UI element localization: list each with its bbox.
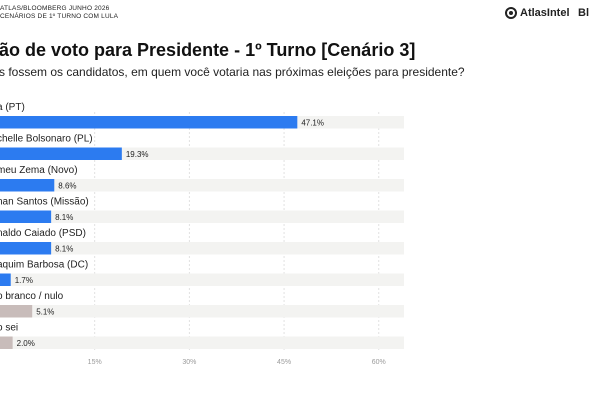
category-label: meu Zema (Novo): [0, 165, 78, 176]
bar-value-label: 47.1%: [301, 118, 324, 127]
bar-value-label: 2.0%: [17, 339, 35, 348]
category-label: chelle Bolsonaro (PL): [0, 134, 93, 145]
bar-value-label: 8.1%: [55, 244, 73, 253]
category-label: naldo Caiado (PSD): [0, 228, 86, 239]
x-tick-label: 60%: [372, 359, 386, 366]
bar: [0, 242, 52, 255]
brand-name: AtlasIntel: [520, 7, 570, 19]
bar-value-label: 8.6%: [58, 181, 76, 190]
chart-title: ão de voto para Presidente - 1º Turno [C…: [0, 40, 416, 60]
bar: [0, 116, 298, 129]
report-scenario: CENÁRIOS DE 1º TURNO COM LULA: [0, 13, 119, 20]
brand-logo: AtlasIntel: [505, 7, 570, 19]
bar-track: [0, 179, 404, 192]
bar: [0, 179, 55, 192]
bar: [0, 305, 33, 318]
x-tick-label: 45%: [277, 359, 291, 366]
category-label: a (PT): [0, 102, 25, 113]
report-header: ATLAS/BLOOMBERG JUNHO 2026 CENÁRIOS DE 1…: [0, 5, 118, 21]
bar-value-label: 8.1%: [55, 213, 73, 222]
category-label: nan Santos (Missão): [0, 197, 89, 208]
chart-subtitle: s fossem os candidatos, em quem você vot…: [0, 65, 465, 79]
bar: [0, 273, 11, 286]
bar-track: [0, 242, 404, 255]
category-label: o branco / nulo: [0, 291, 64, 302]
category-label: o sei: [0, 323, 18, 334]
bar-value-label: 19.3%: [126, 150, 149, 159]
bar: [0, 336, 13, 349]
bar-track: [0, 273, 404, 286]
bar-track: [0, 305, 404, 318]
bar-value-label: 1.7%: [15, 276, 33, 285]
category-label: aquim Barbosa (DC): [0, 260, 88, 271]
bar-track: [0, 336, 404, 349]
partner-logo: Bl: [578, 7, 589, 19]
report-source: ATLAS/BLOOMBERG JUNHO 2026: [0, 5, 110, 12]
x-tick-label: 15%: [88, 359, 102, 366]
x-tick-label: 30%: [182, 359, 196, 366]
bar: [0, 147, 122, 160]
atlas-logo-icon: [505, 7, 517, 19]
bar-value-label: 5.1%: [36, 307, 54, 316]
bar: [0, 210, 52, 223]
bar-track: [0, 210, 404, 223]
